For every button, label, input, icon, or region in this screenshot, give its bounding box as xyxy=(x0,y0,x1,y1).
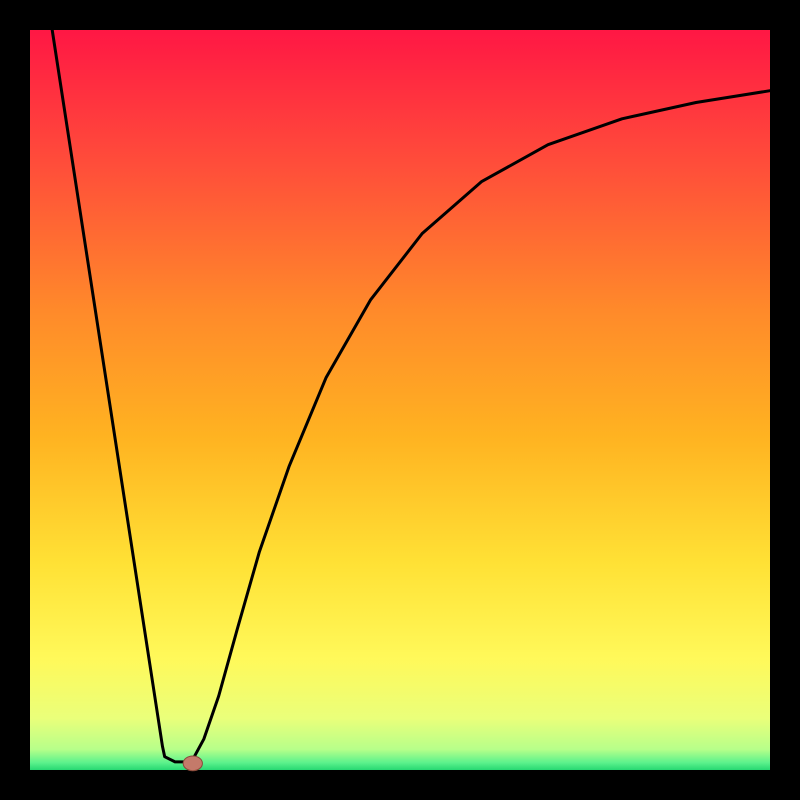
optimal-point-marker xyxy=(183,756,202,771)
gradient-background xyxy=(30,30,770,770)
bottleneck-figure: TheBottleneck.com xyxy=(0,0,800,800)
bottleneck-chart-svg xyxy=(0,0,800,800)
